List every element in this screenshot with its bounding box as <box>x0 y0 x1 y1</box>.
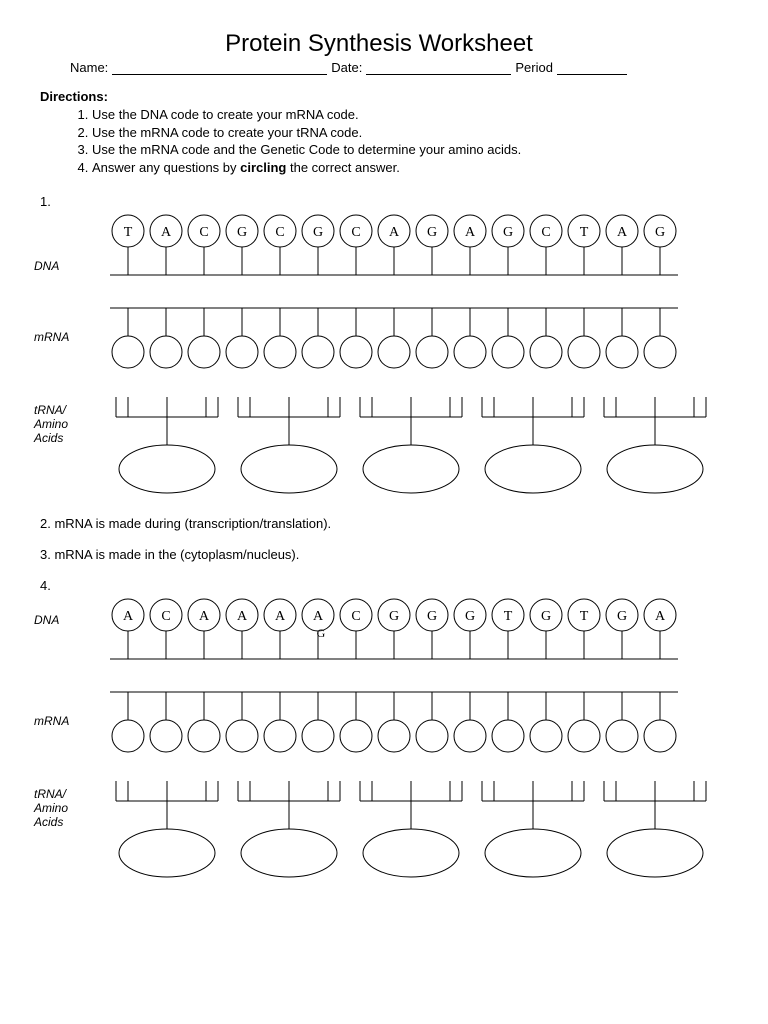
svg-text:G: G <box>465 609 475 624</box>
svg-text:C: C <box>351 225 360 240</box>
svg-text:A: A <box>617 225 628 240</box>
p4-mrna-block: mRNA <box>40 688 718 761</box>
svg-text:G: G <box>427 609 437 624</box>
trna-label: tRNA/ Amino Acids <box>34 787 68 829</box>
svg-text:A: A <box>275 609 286 624</box>
p1-dna-block: DNA TACGCGCAGAGCTAG <box>40 213 718 286</box>
q2-text: 2. mRNA is made during (transcription/tr… <box>40 516 718 531</box>
name-label: Name: <box>70 60 108 75</box>
svg-text:T: T <box>124 225 133 240</box>
svg-text:T: T <box>580 225 589 240</box>
p1-trna-block: tRNA/ Amino Acids <box>40 395 718 498</box>
p4-trna-block: tRNA/ Amino Acids <box>40 779 718 882</box>
direction-item: Use the mRNA code to create your tRNA co… <box>92 124 718 142</box>
directions-heading: Directions: <box>40 89 718 104</box>
mrna-label: mRNA <box>34 714 69 728</box>
svg-text:A: A <box>655 609 666 624</box>
svg-text:C: C <box>541 225 550 240</box>
date-label: Date: <box>331 60 362 75</box>
dna-strand-diagram: TACGCGCAGAGCTAG <box>110 213 710 283</box>
svg-text:G: G <box>313 225 323 240</box>
svg-text:A: A <box>389 225 400 240</box>
q4-number: 4. <box>40 578 718 593</box>
trna-diagram <box>110 395 720 495</box>
svg-text:C: C <box>199 225 208 240</box>
p4-dna-block: DNA ACAAAACGGGTGTGAG <box>40 597 718 670</box>
period-label: Period <box>515 60 553 75</box>
mrna-strand-diagram <box>110 304 710 374</box>
mrna-label: mRNA <box>34 330 69 344</box>
trna-label: tRNA/ Amino Acids <box>34 403 68 445</box>
svg-text:A: A <box>237 609 248 624</box>
svg-text:G: G <box>237 225 247 240</box>
svg-text:A: A <box>161 225 172 240</box>
directions-list: Use the DNA code to create your mRNA cod… <box>92 106 718 176</box>
svg-text:G: G <box>541 609 551 624</box>
dna-strand-diagram: ACAAAACGGGTGTGAG <box>110 597 710 667</box>
date-blank[interactable] <box>366 61 511 75</box>
svg-text:G: G <box>503 225 513 240</box>
svg-text:A: A <box>123 609 134 624</box>
svg-text:C: C <box>275 225 284 240</box>
dna-label: DNA <box>34 613 59 627</box>
trna-diagram <box>110 779 720 879</box>
svg-text:A: A <box>465 225 476 240</box>
mrna-strand-diagram <box>110 688 710 758</box>
dna-label: DNA <box>34 259 59 273</box>
svg-text:G: G <box>317 626 326 640</box>
name-blank[interactable] <box>112 61 327 75</box>
svg-text:A: A <box>199 609 210 624</box>
svg-text:T: T <box>580 609 589 624</box>
period-blank[interactable] <box>557 61 627 75</box>
direction-item: Use the mRNA code and the Genetic Code t… <box>92 141 718 159</box>
svg-text:C: C <box>161 609 170 624</box>
svg-text:G: G <box>617 609 627 624</box>
svg-text:C: C <box>351 609 360 624</box>
svg-text:T: T <box>504 609 513 624</box>
direction-item: Answer any questions by circling the cor… <box>92 159 718 177</box>
q1-number: 1. <box>40 194 718 209</box>
svg-text:G: G <box>655 225 665 240</box>
page-title: Protein Synthesis Worksheet <box>40 30 718 58</box>
svg-text:G: G <box>427 225 437 240</box>
direction-item: Use the DNA code to create your mRNA cod… <box>92 106 718 124</box>
svg-text:A: A <box>313 609 324 624</box>
p1-mrna-block: mRNA <box>40 304 718 377</box>
header-fields: Name: Date: Period <box>40 60 718 75</box>
svg-text:G: G <box>389 609 399 624</box>
q3-text: 3. mRNA is made in the (cytoplasm/nucleu… <box>40 547 718 562</box>
